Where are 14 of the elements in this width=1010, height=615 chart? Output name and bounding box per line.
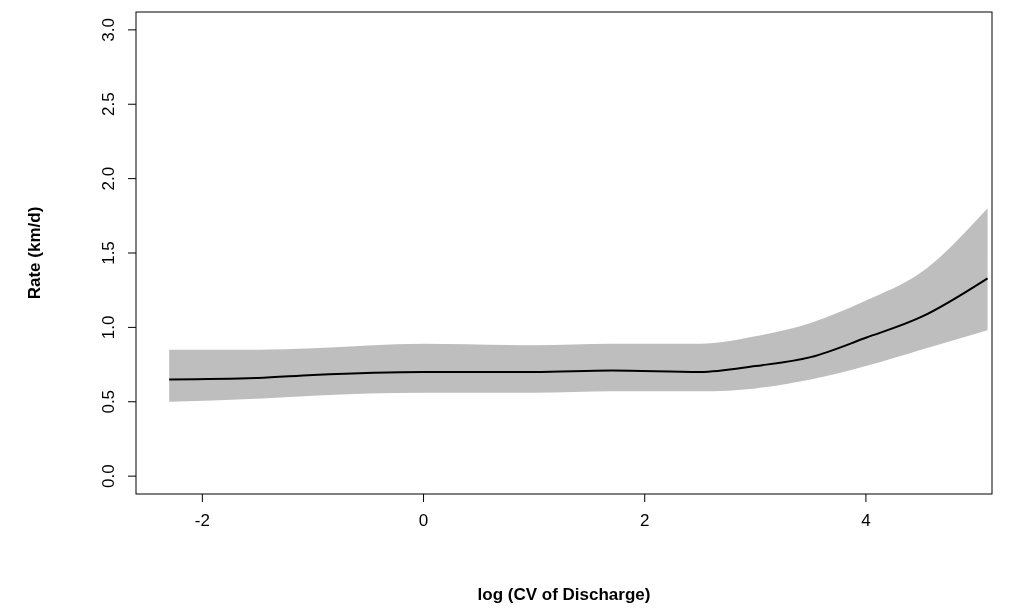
x-tick-label: -2 — [194, 511, 210, 530]
line-series — [168, 277, 989, 381]
x-tick-label: 2 — [640, 511, 650, 530]
y-tick-label: 1.5 — [99, 241, 118, 265]
y-tick-label: 1.0 — [99, 315, 118, 340]
y-tick-label: 3.0 — [99, 18, 118, 42]
x-axis-title: log (CV of Discharge) — [477, 585, 651, 604]
y-tick-label: 2.0 — [99, 166, 118, 191]
y-axis-title: Rate (km/d) — [25, 206, 44, 300]
x-tick-label: 0 — [418, 511, 429, 530]
y-tick-label: 0.5 — [99, 389, 118, 414]
y-tick-label: 2.5 — [99, 92, 118, 117]
y-tick-label: 0.0 — [99, 464, 118, 488]
x-tick-label: 4 — [861, 511, 871, 530]
